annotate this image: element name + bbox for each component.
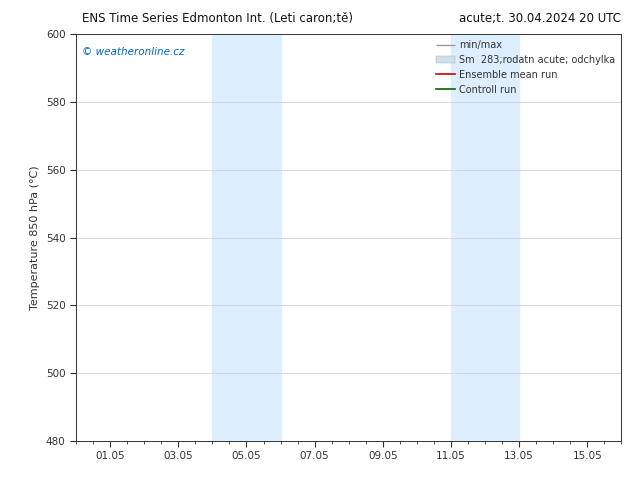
Text: acute;t. 30.04.2024 20 UTC: acute;t. 30.04.2024 20 UTC <box>459 12 621 25</box>
Legend: min/max, Sm  283;rodatn acute; odchylka, Ensemble mean run, Controll run: min/max, Sm 283;rodatn acute; odchylka, … <box>432 36 619 98</box>
Y-axis label: Temperature 850 hPa (°C): Temperature 850 hPa (°C) <box>30 165 41 310</box>
Text: © weatheronline.cz: © weatheronline.cz <box>82 47 184 56</box>
Bar <box>212 34 280 441</box>
Bar <box>451 34 519 441</box>
Text: ENS Time Series Edmonton Int. (Leti caron;tě): ENS Time Series Edmonton Int. (Leti caro… <box>82 12 353 25</box>
